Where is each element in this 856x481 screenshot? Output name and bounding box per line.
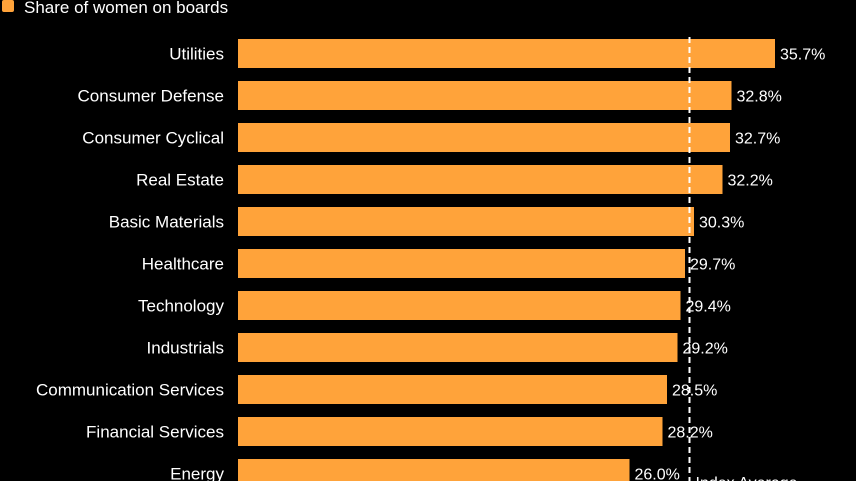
- bar-financial-services: [238, 417, 663, 446]
- category-label: Consumer Cyclical: [82, 129, 224, 148]
- category-label: Energy: [170, 465, 224, 481]
- bar-consumer-cyclical: [238, 123, 730, 152]
- bar-basic-materials: [238, 207, 694, 236]
- bar-healthcare: [238, 249, 685, 278]
- legend-swatch: [2, 0, 14, 12]
- bars-group: [238, 39, 775, 481]
- value-label: 28.5%: [672, 383, 717, 400]
- category-label: Financial Services: [86, 423, 224, 442]
- reference-line-group: Index Average: [688, 37, 798, 481]
- value-label: 32.2%: [728, 173, 773, 190]
- category-label: Real Estate: [136, 171, 224, 190]
- value-label: 32.8%: [737, 89, 782, 106]
- category-label: Communication Services: [36, 381, 224, 400]
- bar-utilities: [238, 39, 775, 68]
- value-label: 35.7%: [780, 47, 825, 64]
- category-label: Healthcare: [142, 255, 224, 274]
- bar-technology: [238, 291, 681, 320]
- category-label: Basic Materials: [109, 213, 224, 232]
- category-label: Technology: [138, 297, 225, 316]
- category-label: Consumer Defense: [78, 87, 224, 106]
- category-label: Industrials: [147, 339, 224, 358]
- bar-energy: [238, 459, 630, 481]
- value-label: 29.2%: [683, 341, 728, 358]
- bar-real-estate: [238, 165, 723, 194]
- value-label: 26.0%: [635, 467, 680, 481]
- bar-communication-services: [238, 375, 667, 404]
- value-label: 30.3%: [699, 215, 744, 232]
- index-average-label: Index Average: [696, 475, 798, 481]
- bar-consumer-defense: [238, 81, 732, 110]
- category-label: Utilities: [169, 45, 224, 64]
- legend: Share of women on boards: [2, 0, 228, 17]
- legend-label: Share of women on boards: [24, 0, 228, 17]
- value-label: 32.7%: [735, 131, 780, 148]
- category-labels: Utilities Consumer Defense Consumer Cyclic…: [36, 45, 225, 481]
- value-label: 29.7%: [690, 257, 735, 274]
- bar-industrials: [238, 333, 678, 362]
- value-label: 29.4%: [686, 299, 731, 316]
